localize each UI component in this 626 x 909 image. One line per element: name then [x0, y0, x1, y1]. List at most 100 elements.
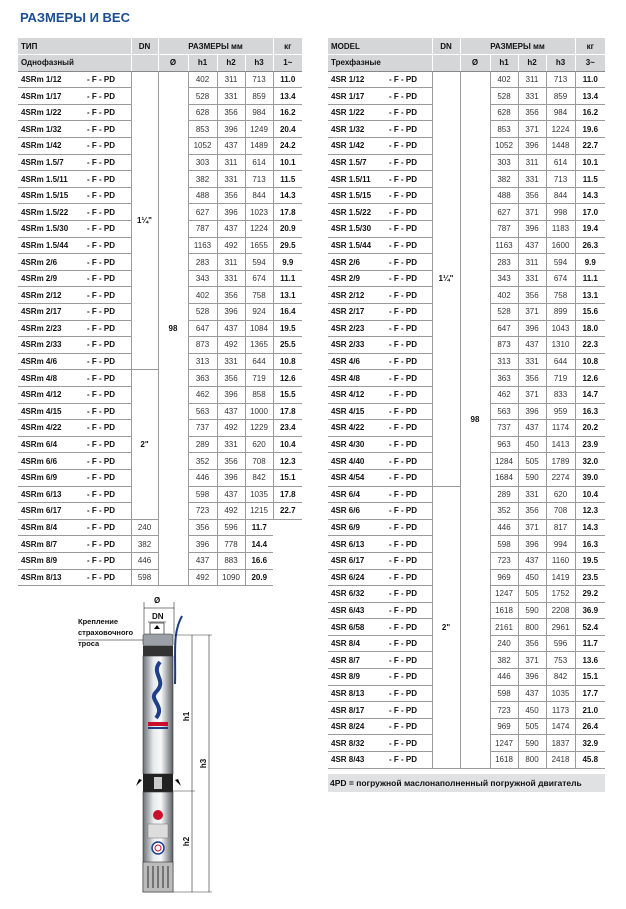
model-suffix: - F - PD [389, 456, 417, 466]
h3-cell: 614 [545, 154, 576, 172]
model-name: 4SR 1.5/15 [331, 191, 372, 201]
table-row: 4SRm 1/12- F - PD 1¼" 98 402 311 713 11.0 [18, 71, 303, 587]
model-cell: 4SR 1.5/30 - F - PD [328, 220, 432, 238]
model-name: 4SRm 1/32 [21, 124, 62, 134]
header-dn: DN [431, 38, 460, 56]
table-row: 4SRm 1.5/44 - F - PD 1163 492 1655 29.5 [18, 237, 303, 255]
table-row: 4SR 1.5/22 - F - PD 627 371 998 17.0 [328, 203, 606, 222]
table-row: 4SR 1/17 - F - PD 528 331 859 13.4 [328, 87, 606, 105]
model-suffix: - F - PD [389, 622, 417, 632]
weight-cell: 24.2 [272, 137, 303, 155]
h3-cell: 2418 [545, 751, 576, 769]
h3-cell: 674 [545, 270, 576, 288]
h2-cell: 437 [517, 685, 546, 703]
model-suffix: - F - PD [87, 108, 115, 118]
h1-cell: 446 [130, 552, 158, 570]
model-suffix: - F - PD [87, 91, 115, 101]
model-suffix: - F - PD [389, 605, 417, 615]
h1-cell: 1684 [489, 469, 518, 487]
h3-cell: 594 [244, 253, 274, 271]
model-name: 4SR 2/17 [331, 307, 365, 317]
h1-cell: 969 [489, 718, 518, 736]
header-kg: кг [574, 38, 606, 56]
table-row: 4SR 4/6 - F - PD 313 331 644 10.8 [328, 353, 606, 371]
weight-cell: 11.1 [272, 270, 303, 288]
model-cell: 4SR 8/7 - F - PD [328, 651, 432, 670]
model-name: 4SR 4/8 [331, 373, 360, 383]
model-name: 4SR 1/22 [331, 108, 365, 118]
h3-cell: 713 [244, 71, 274, 89]
h3-cell: 1752 [545, 585, 576, 603]
h3-cell: 620 [244, 436, 274, 454]
h2-cell: 311 [216, 154, 245, 172]
model-suffix: - F - PD [389, 473, 417, 483]
weight-cell: 11.1 [574, 270, 606, 288]
model-name: 4SR 1/17 [331, 91, 365, 101]
model-cell: 4SR 4/54 - F - PD [328, 469, 432, 487]
h1-cell: 647 [489, 320, 518, 338]
h3-cell: 614 [244, 154, 274, 172]
cable-attachment-label: Крепление страховочного троса [78, 616, 133, 649]
h1-cell: 723 [187, 502, 217, 520]
table-row: 4SR 8/43 - F - PD 1618 800 2418 45.8 [328, 751, 606, 769]
table-row: 4SR 4/22 - F - PD 737 437 1174 20.2 [328, 419, 606, 437]
h3-cell: 1229 [244, 419, 274, 437]
model-name: 4SRm 8/9 [21, 556, 58, 566]
h2-cell: 590 [517, 734, 546, 753]
h2-cell: 437 [517, 237, 546, 255]
h3-cell: 844 [545, 187, 576, 205]
weight-cell: 14.7 [574, 386, 606, 404]
weight-cell: 11.5 [574, 170, 606, 188]
h1-cell: 969 [489, 569, 518, 587]
header-kg-phase: 3~ [574, 54, 606, 72]
table-row: 4SR 1/12- F - PD 1¼" 98 402 311 713 11.0 [328, 71, 606, 769]
h1-cell: 528 [489, 87, 518, 105]
weight-cell: 13.6 [574, 651, 606, 670]
model-cell: 4SR 6/4 - F - PD [328, 486, 432, 504]
h2-cell: 396 [517, 320, 546, 338]
model-cell: 4SRm 1.5/7 - F - PD [18, 154, 131, 172]
weight-cell: 23.5 [574, 569, 606, 587]
h1-cell: 240 [489, 635, 518, 653]
weight-cell: 12.6 [272, 369, 303, 387]
model-cell: 4SRm 6/4 - F - PD [18, 436, 131, 454]
h3-cell: 596 [545, 635, 576, 653]
h2-cell: 492 [216, 502, 245, 520]
model-name: 4SR 6/6 [331, 506, 360, 516]
model-cell: 4SR 6/58 - F - PD [328, 618, 432, 636]
table-row: 4SRm 4/6 - F - PD 313 331 644 10.8 [18, 353, 303, 371]
table-row: 4SR 4/30 - F - PD 963 450 1413 23.9 [328, 436, 606, 454]
weight-cell: 13.4 [574, 87, 606, 105]
model-name: 4SR 8/4 [331, 639, 360, 649]
model-cell: 4SR 6/24 - F - PD [328, 569, 432, 587]
weight-cell: 12.6 [574, 369, 606, 387]
header-dn-empty [130, 54, 158, 72]
h1-cell: 628 [187, 104, 217, 122]
h1-cell: 343 [187, 270, 217, 288]
weight-cell: 15.1 [574, 668, 606, 686]
model-name: 4SRm 8/13 [21, 572, 62, 582]
header-dimensions: РАЗМЕРЫ мм [157, 38, 274, 56]
model-suffix: - F - PD [389, 506, 417, 516]
table-row: 4SRm 1.5/30 - F - PD 787 437 1224 20.9 [18, 220, 303, 238]
table-row: 4SRm 8/9 - F - PD 446 437 883 16.6 [18, 552, 302, 570]
model-cell: 4SRm 8/4 - F - PD [18, 519, 131, 537]
weight-cell: 15.1 [272, 469, 303, 487]
model-suffix: - F - PD [87, 257, 115, 267]
model-name: 4SR 8/17 [331, 705, 365, 715]
model-name: 4SR 6/58 [331, 622, 365, 632]
h3-cell: 596 [216, 519, 245, 537]
h1-cell: 283 [187, 253, 217, 271]
header-h3: h3 [545, 54, 576, 72]
table-row: 4SR 1/32 - F - PD 853 371 1224 19.6 [328, 120, 606, 139]
model-name: 4SRm 2/17 [21, 307, 62, 317]
h1-cell: 1163 [489, 237, 518, 255]
model-name: 4SRm 8/4 [21, 523, 58, 533]
h2-cell: 356 [216, 187, 245, 205]
h2-cell: 311 [517, 71, 546, 89]
h3-cell: 1448 [545, 137, 576, 155]
model-name: 4SR 8/9 [331, 672, 360, 682]
header-phase: Однофазный [18, 54, 131, 72]
weight-cell: 10.1 [574, 154, 606, 172]
h3-cell: 708 [545, 502, 576, 520]
